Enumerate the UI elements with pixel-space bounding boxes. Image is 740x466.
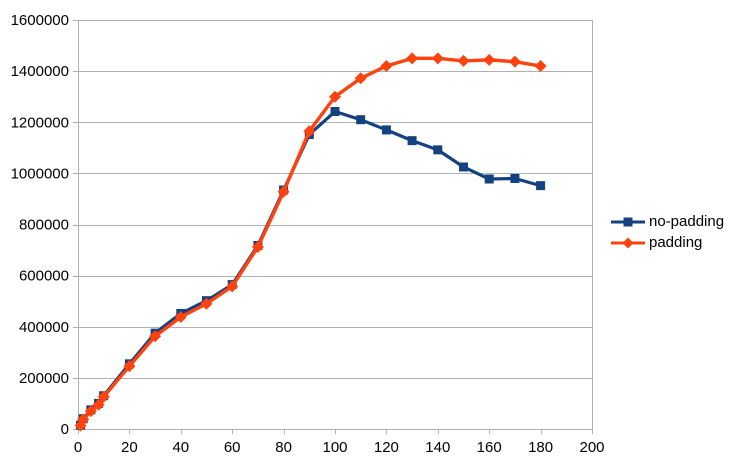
x-tick-label: 140 (425, 439, 450, 456)
x-tick-label: 160 (477, 439, 502, 456)
y-tick-label: 0 (61, 421, 69, 438)
x-tick-label: 80 (275, 439, 292, 456)
y-tick-label: 400000 (19, 319, 69, 336)
x-tick-label: 40 (172, 439, 189, 456)
legend-item-no-padding: no-padding (611, 211, 724, 232)
y-tick-label: 600000 (19, 268, 69, 285)
padding-series-marker-icon (611, 237, 645, 248)
padding-line (78, 56, 543, 428)
tick-marks (73, 20, 593, 434)
legend-label: no-padding (649, 213, 725, 230)
x-tick-label: 20 (121, 439, 138, 456)
legend-label: padding (649, 234, 703, 251)
x-tick-label: 0 (74, 439, 82, 456)
y-tick-label: 1600000 (11, 12, 69, 29)
legend-item-padding: padding (611, 232, 724, 253)
y-tick-label: 200000 (19, 370, 69, 387)
x-tick-label: 200 (579, 439, 604, 456)
y-tick-label: 800000 (19, 217, 69, 234)
legend: no-padding padding (611, 211, 724, 253)
gridlines (78, 20, 593, 430)
y-tick-label: 1400000 (11, 63, 69, 80)
x-tick-label: 180 (528, 439, 553, 456)
x-tick-label: 60 (224, 439, 241, 456)
series-padding (74, 52, 547, 432)
y-tick-label: 1200000 (11, 114, 69, 131)
series-no-padding (76, 107, 546, 430)
no-padding-series-marker-icon (611, 217, 645, 226)
y-tick-label: 1000000 (11, 165, 69, 182)
x-tick-label: 100 (322, 439, 347, 456)
axis-labels: 0 200000 400000 600000 800000 1000000 1200000 1… (11, 12, 605, 456)
x-tick-label: 120 (374, 439, 399, 456)
